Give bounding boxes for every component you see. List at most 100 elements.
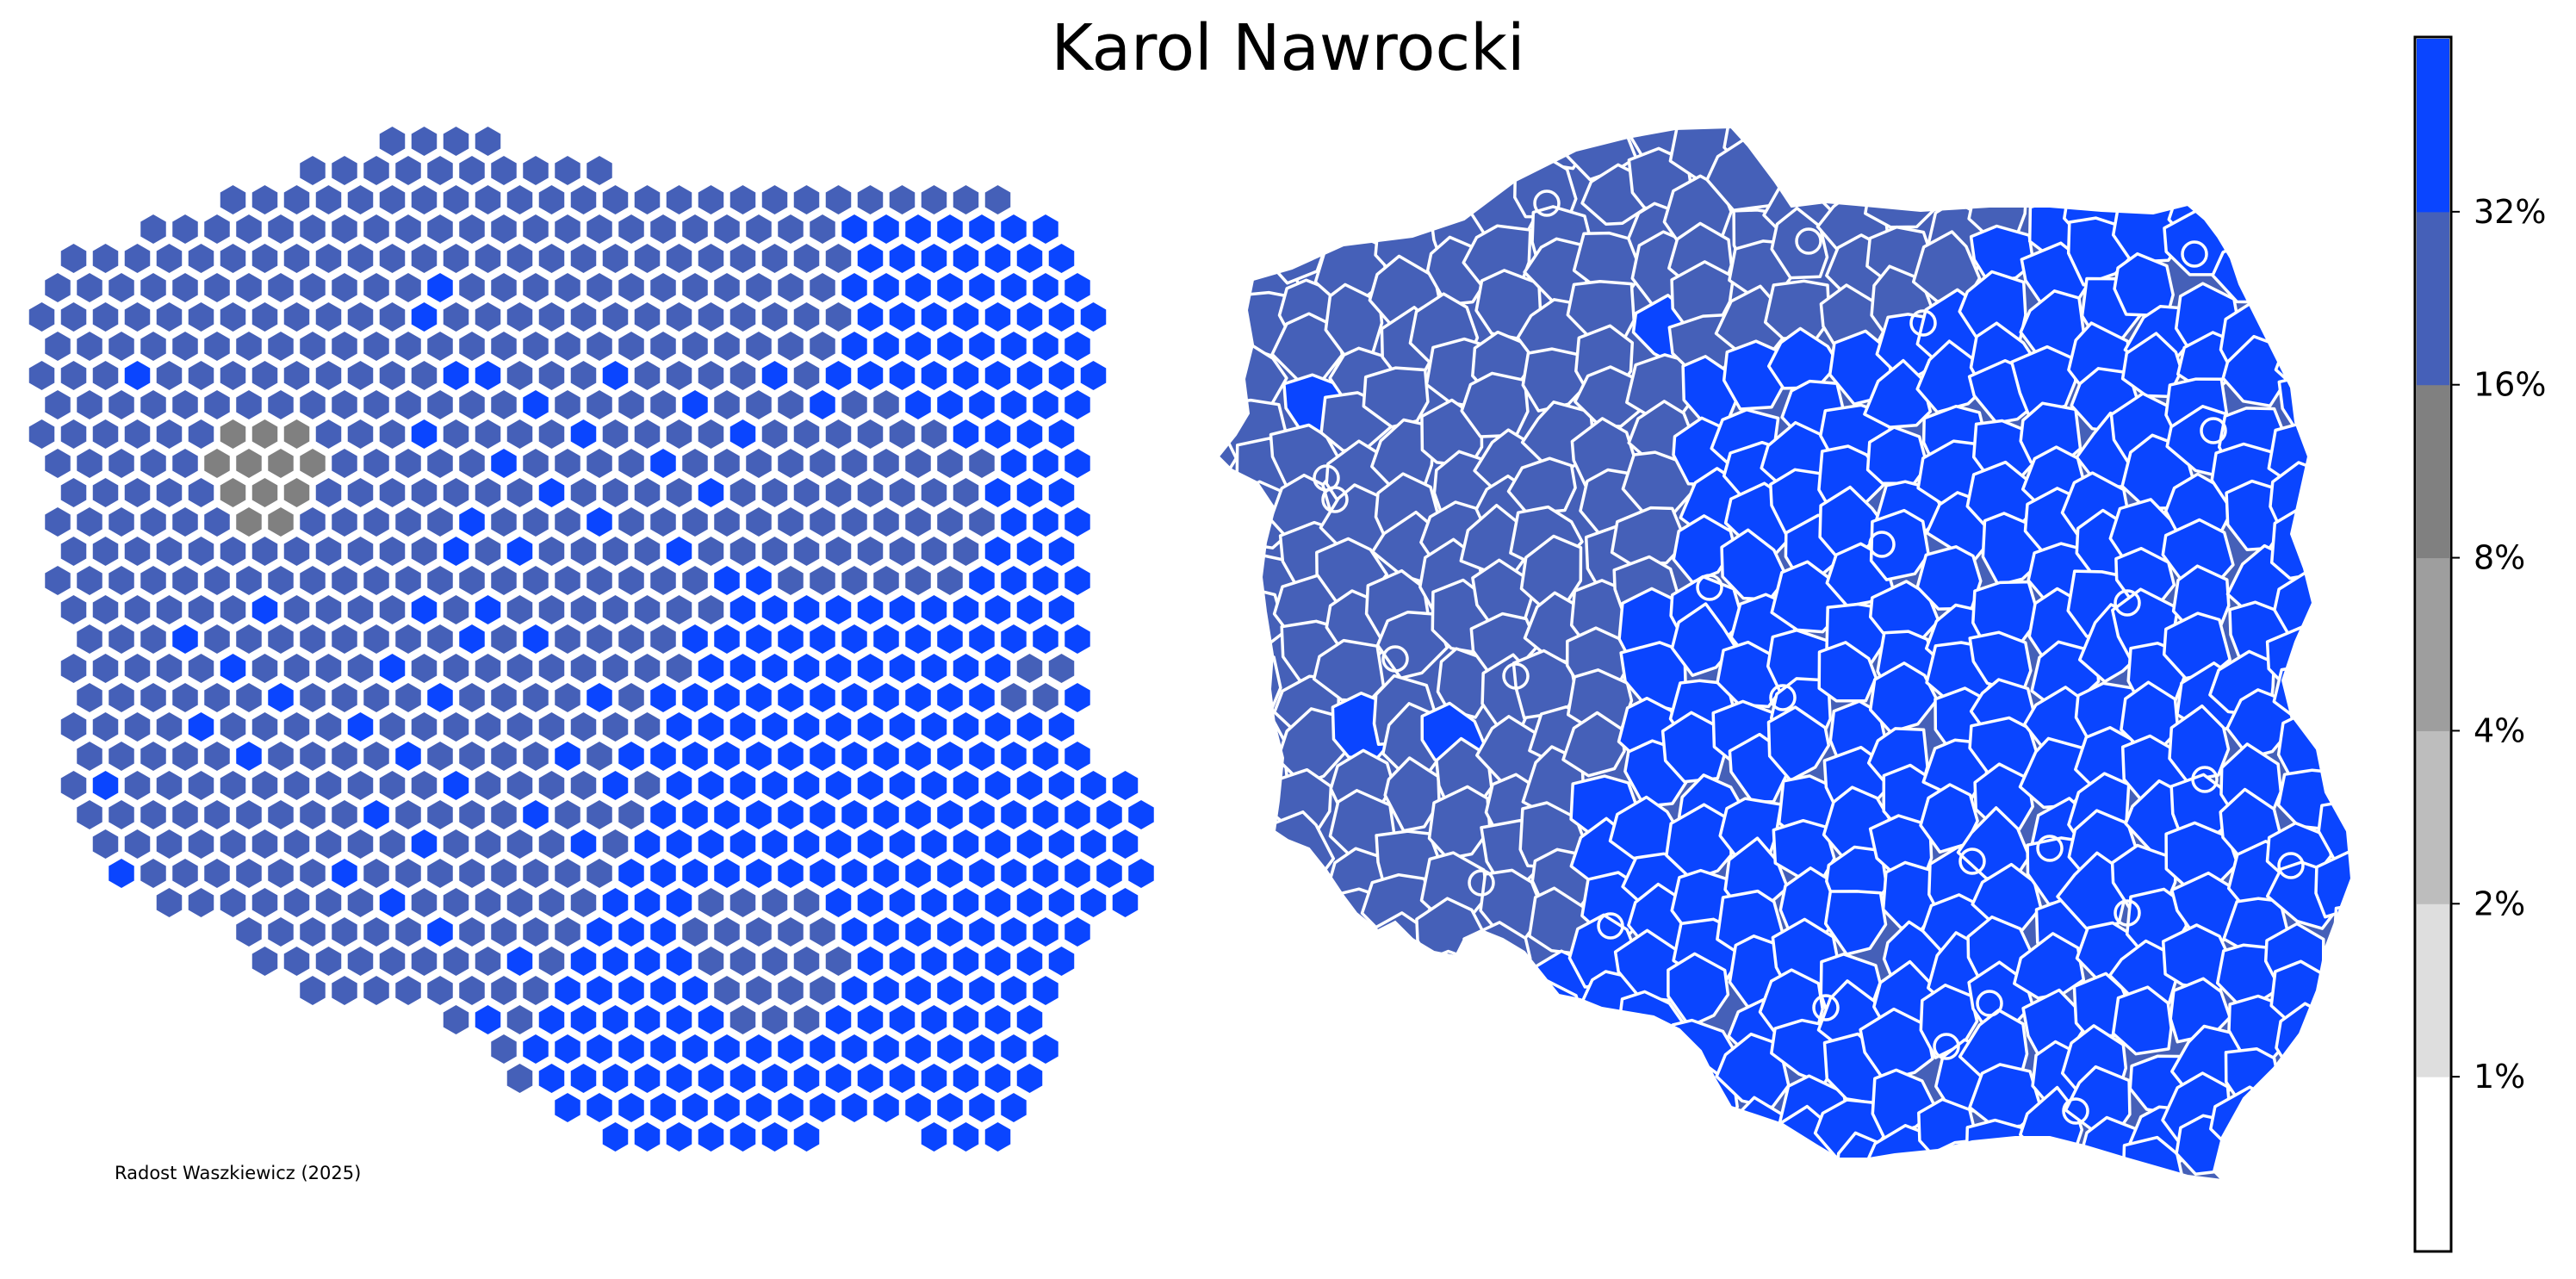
county-hex (727, 591, 759, 629)
county-hex (73, 796, 106, 834)
county-hex (121, 767, 153, 804)
county-hex (822, 649, 854, 687)
county-hex (1046, 591, 1077, 629)
county-hex (902, 327, 934, 365)
county-hex (281, 649, 313, 687)
county-hex (201, 620, 233, 658)
urban-county-ring (1795, 227, 1822, 255)
county-hex (58, 708, 90, 746)
urban-county-ring (1533, 189, 1561, 217)
county-region (1383, 756, 1441, 833)
county-hex (440, 649, 472, 687)
county-hex (313, 474, 345, 512)
county-hex (727, 1118, 759, 1156)
county-hex (408, 122, 440, 160)
county-hex (583, 269, 616, 307)
county-hex (902, 210, 934, 248)
county-hex (137, 562, 170, 599)
county-region (1375, 610, 1449, 680)
county-hex (1014, 357, 1046, 394)
county-hex (328, 444, 361, 482)
county-hex (918, 357, 950, 394)
county-hex (791, 591, 822, 629)
county-hex (1029, 737, 1062, 775)
county-hex (791, 1059, 822, 1097)
county-hex (536, 708, 568, 746)
county-hex (583, 1030, 616, 1068)
county-hex (185, 532, 217, 570)
county-hex (727, 357, 759, 394)
county-hex (408, 474, 440, 512)
county-hex (519, 152, 552, 189)
county-hex (424, 562, 456, 599)
county-hex (233, 737, 265, 775)
county-hex (679, 796, 711, 834)
county-hex (727, 708, 759, 746)
county-hex (360, 796, 393, 834)
county-hex (90, 708, 121, 746)
county-hex (1046, 649, 1077, 687)
county-hex (137, 679, 170, 717)
county-hex (679, 1030, 711, 1068)
county-hex (121, 649, 153, 687)
county-hex (742, 679, 775, 717)
county-hex (806, 854, 839, 892)
county-hex (759, 942, 791, 980)
county-hex (472, 357, 504, 394)
county-hex (742, 913, 775, 951)
county-hex (519, 1030, 552, 1068)
county-hex (870, 1089, 903, 1127)
county-hex (679, 972, 711, 1009)
county-hex (345, 298, 376, 336)
county-hex (695, 1118, 727, 1156)
county-hex (918, 532, 950, 570)
county-hex (169, 562, 202, 599)
county-hex (536, 532, 568, 570)
county-hex (1077, 825, 1109, 863)
county-hex (759, 1118, 791, 1156)
county-hex (440, 122, 472, 160)
county-hex (551, 913, 584, 951)
county-hex (727, 298, 759, 336)
county-hex (615, 562, 648, 599)
county-hex (58, 474, 90, 512)
county-hex (982, 825, 1014, 863)
county-hex (58, 649, 90, 687)
county-hex (73, 737, 106, 775)
county-hex (392, 327, 425, 365)
county-hex (679, 562, 711, 599)
county-hex (997, 620, 1030, 658)
county-hex (185, 239, 217, 277)
county-hex (408, 884, 440, 922)
county-hex (631, 767, 663, 804)
county-hex (153, 474, 185, 512)
county-hex (121, 298, 153, 336)
county-hex (727, 1001, 759, 1039)
county-hex (137, 386, 170, 424)
county-hex (185, 591, 217, 629)
county-hex (233, 913, 265, 951)
urban-county-ring (1313, 464, 1340, 492)
county-hex (583, 913, 616, 951)
county-hex (870, 737, 903, 775)
county-hex (599, 474, 631, 512)
county-hex (742, 386, 775, 424)
county-hex (26, 298, 58, 336)
county-hex (583, 679, 616, 717)
county-hex (759, 825, 791, 863)
county-hex (568, 181, 599, 219)
county-hex (791, 474, 822, 512)
county-hex (90, 591, 121, 629)
urban-county-ring (2114, 589, 2141, 617)
county-hex (487, 620, 520, 658)
county-hex (313, 532, 345, 570)
county-hex (201, 210, 233, 248)
county-hex (153, 532, 185, 570)
county-hex (806, 503, 839, 541)
county-hex (965, 327, 998, 365)
county-hex (217, 825, 249, 863)
county-hex (551, 152, 584, 189)
county-hex (774, 562, 807, 599)
county-hex (519, 269, 552, 307)
county-hex (58, 591, 90, 629)
